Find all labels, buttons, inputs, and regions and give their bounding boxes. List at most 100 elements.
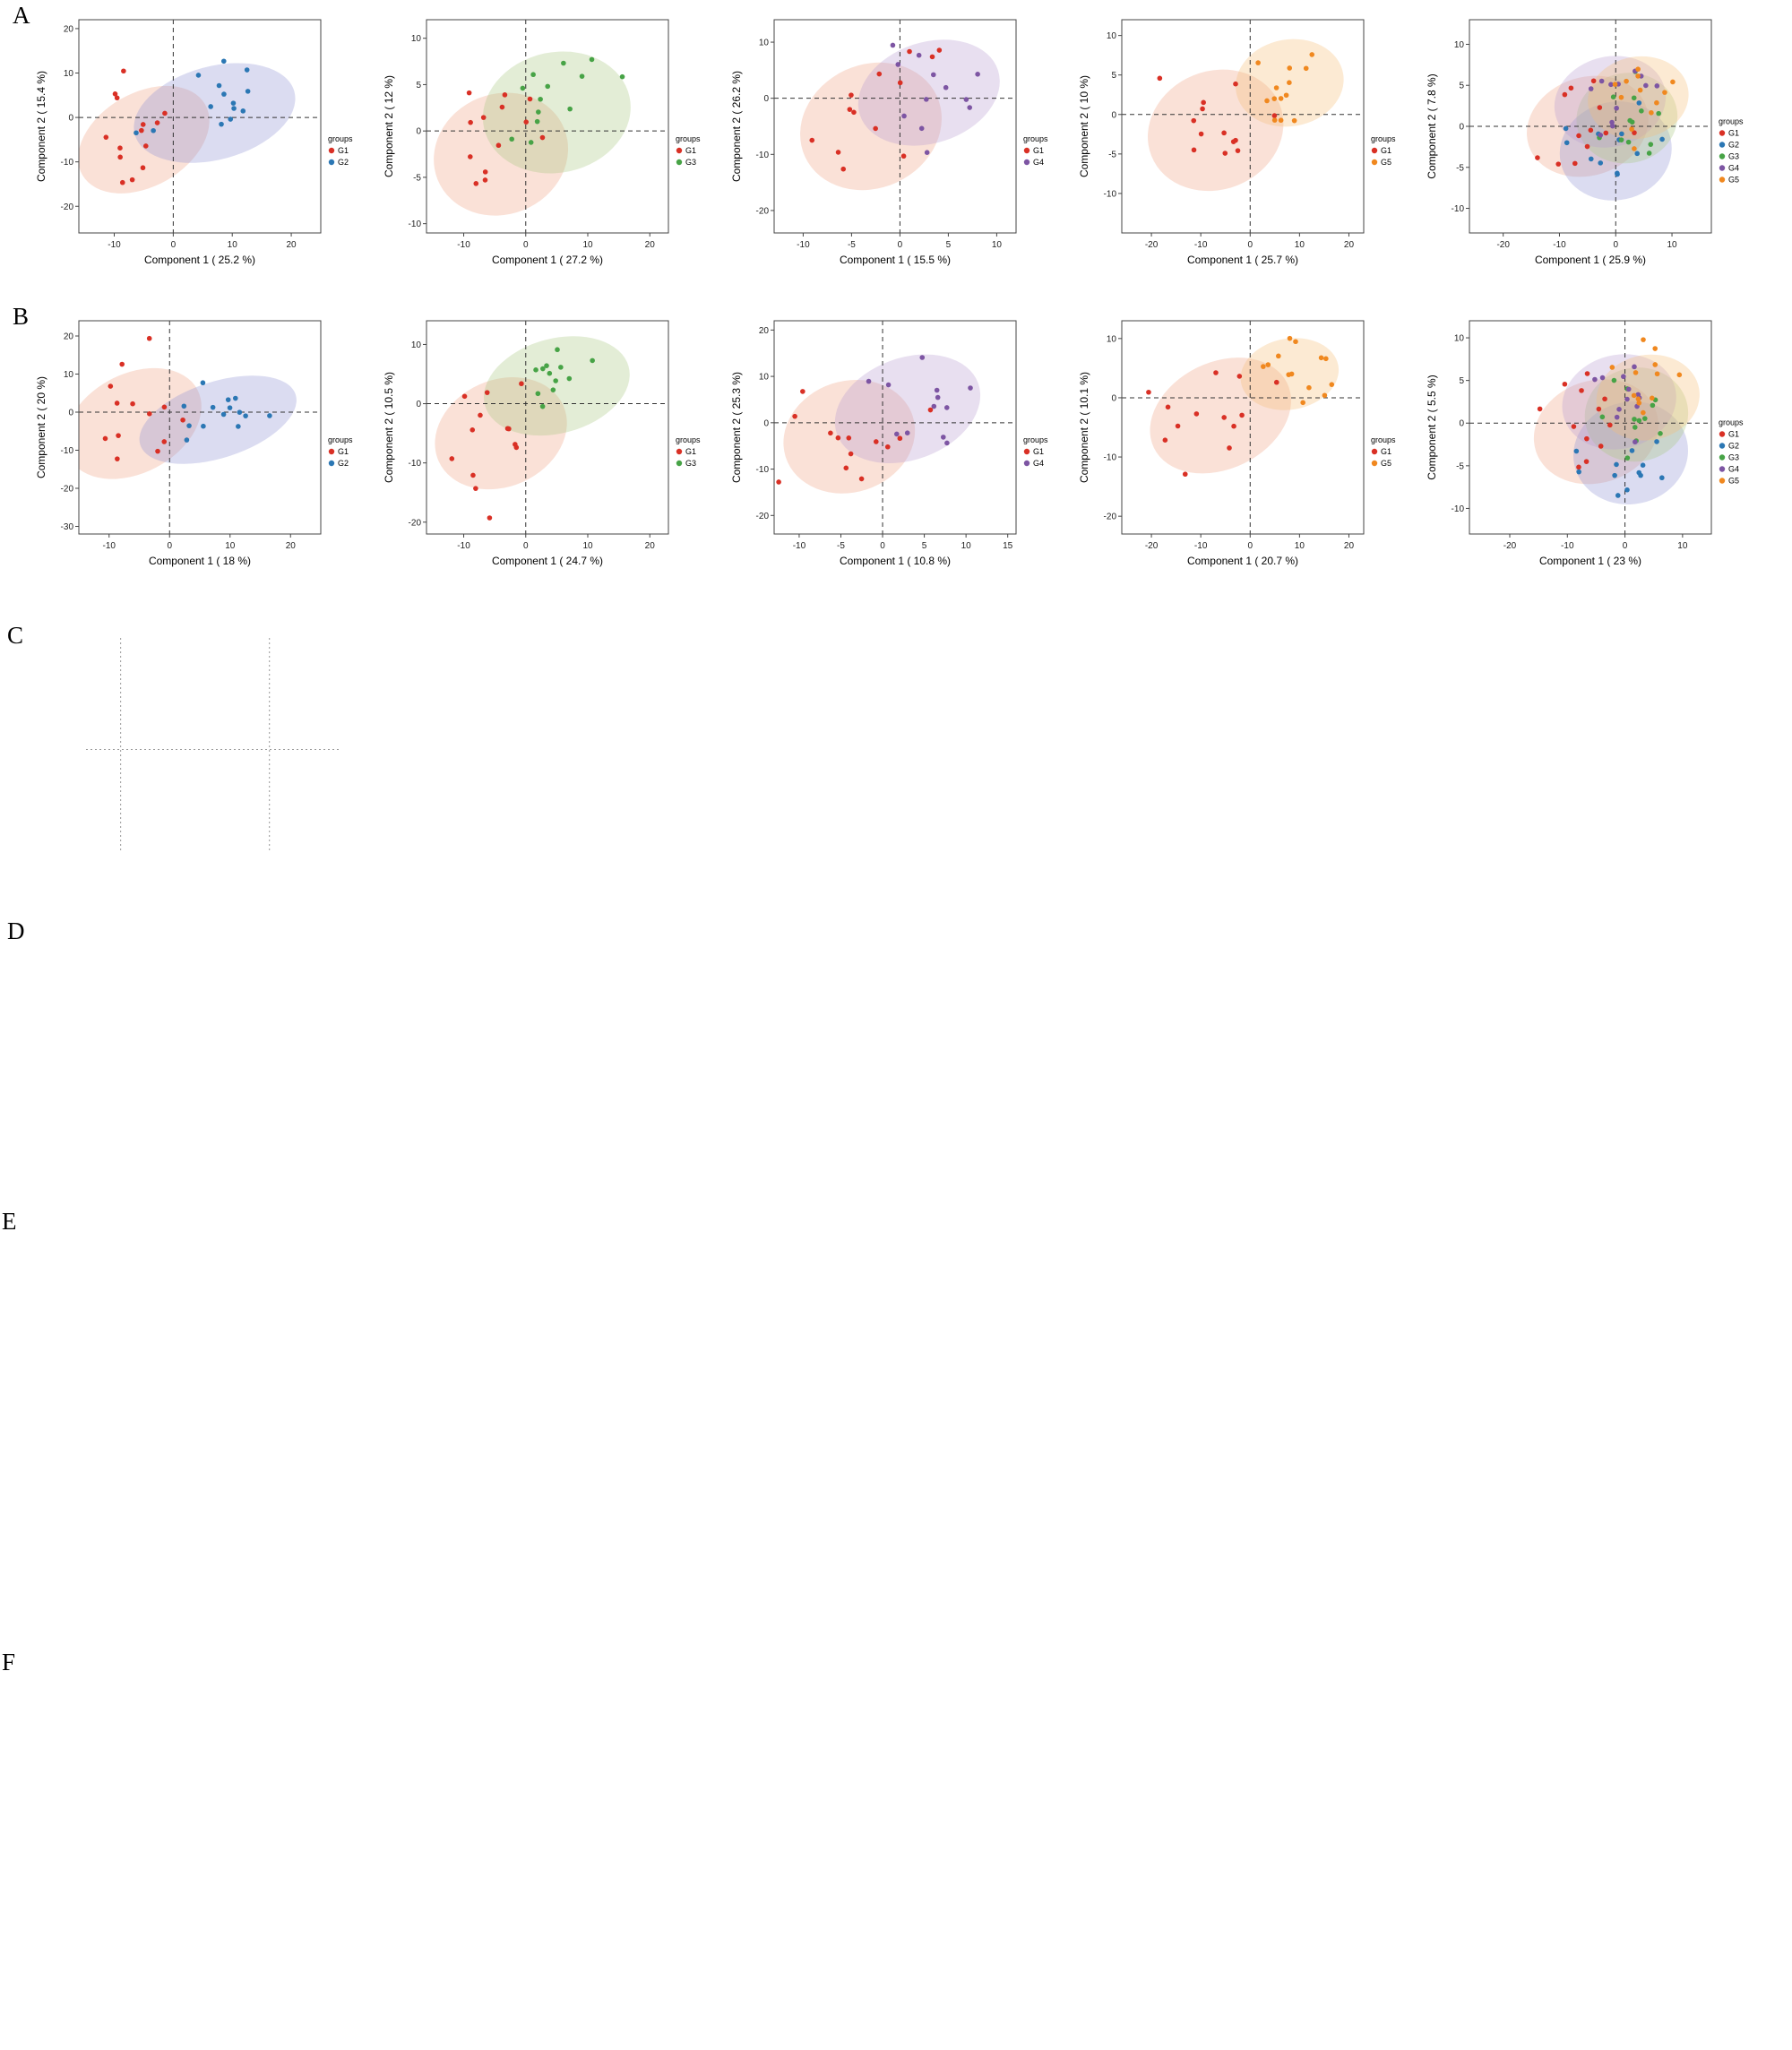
points-G5 — [1612, 66, 1676, 151]
x-tick-label: -10 — [797, 240, 810, 250]
x-tick-label: 10 — [1667, 240, 1677, 250]
y-axis-label: Component 2 ( 10 %) — [1078, 75, 1090, 177]
legend-dot — [1023, 460, 1030, 467]
y-tick-label: 0 — [1111, 393, 1116, 403]
points-G1 — [1535, 78, 1637, 167]
y-tick-label: 0 — [763, 94, 769, 104]
x-tick-label: 0 — [523, 541, 529, 551]
x-axis-label: Component 1 ( 24.7 %) — [492, 555, 603, 567]
points-G1 — [1537, 371, 1613, 470]
x-tick-label: -20 — [1145, 541, 1159, 551]
x-tick-label: 10 — [1295, 240, 1305, 250]
x-tick-label: 20 — [1344, 541, 1355, 551]
legend-title: groups — [676, 134, 701, 143]
y-tick-label: -10 — [756, 151, 770, 160]
group-ellipse-G1 — [800, 62, 942, 191]
y-tick-label: -20 — [756, 512, 770, 521]
x-tick-label: 0 — [171, 240, 177, 250]
legend-label: G3 — [1728, 152, 1739, 161]
legend-label: G2 — [338, 459, 349, 468]
x-tick-label: 5 — [946, 240, 952, 250]
y-tick-label: 0 — [763, 418, 769, 428]
y-tick-label: -10 — [409, 220, 422, 229]
points-G1 — [809, 47, 943, 172]
score-plot: -10 0 10 20 -20 -10 0 10 Component 1 ( 24.7 %) Co… — [383, 320, 701, 567]
y-tick-label: 10 — [64, 370, 74, 380]
legend-label: G1 — [1033, 146, 1044, 155]
group-ellipse-G3 — [482, 51, 631, 174]
legend-title: groups — [1371, 435, 1396, 444]
y-tick-label: 0 — [1459, 419, 1464, 429]
panel-border — [426, 320, 669, 535]
legend-dot — [676, 448, 683, 455]
legend-label: G4 — [1033, 158, 1044, 167]
score-plot-cell: -10 0 10 20 -30 -20 -10 0 10 20 Component 1 ( 18 %… — [32, 310, 380, 603]
points-G1 — [449, 381, 524, 521]
y-tick-label: -10 — [61, 158, 74, 168]
x-tick-label: 10 — [992, 240, 1003, 250]
group-ellipse-G3 — [1584, 367, 1689, 462]
y-tick-label: 0 — [416, 400, 421, 409]
plot-area — [426, 20, 668, 233]
legend-label: G1 — [338, 447, 349, 456]
score-plot-row-b: -10 0 10 20 -30 -20 -10 0 10 20 Component 1 ( 18 %… — [32, 310, 1770, 603]
legend-dot — [1719, 466, 1726, 472]
score-plot-cell: -20 -10 0 10 20 -10 -5 0 5 10 Component 1 ( 25.7 %… — [1075, 9, 1423, 302]
plot-area — [774, 321, 1016, 534]
legend-label: G5 — [1381, 158, 1391, 167]
volcano-plot-cell — [27, 627, 403, 920]
group-ellipse-G5 — [1588, 56, 1689, 140]
points-G2 — [1573, 439, 1665, 498]
legend-label: G4 — [1728, 164, 1739, 173]
y-tick-label: -10 — [61, 446, 74, 456]
x-tick-label: 20 — [645, 541, 656, 551]
legend-dot — [1371, 448, 1378, 455]
legend-label: G1 — [1381, 146, 1391, 155]
group-ellipse-G1 — [1150, 357, 1291, 474]
x-tick-label: 10 — [1677, 541, 1688, 551]
score-plot-cell: -20 -10 0 10 20 -20 -10 0 10 Component 1 ( 20.7 %… — [1075, 310, 1423, 603]
x-tick-label: 10 — [961, 541, 972, 551]
legend-dot — [1371, 147, 1378, 154]
x-tick-label: 10 — [582, 240, 593, 250]
group-ellipse-G1 — [434, 92, 569, 216]
legend-label: G1 — [1728, 430, 1739, 439]
volcano-plot — [86, 638, 339, 853]
legend-label: G3 — [685, 459, 696, 468]
legend-label: G1 — [1728, 129, 1739, 138]
y-tick-label: 5 — [416, 81, 421, 90]
points-G3 — [1597, 69, 1661, 156]
legend-label: G5 — [1381, 459, 1391, 468]
y-tick-label: 0 — [68, 114, 73, 124]
y-tick-label: 5 — [1459, 82, 1464, 91]
legend-dot — [1719, 454, 1726, 461]
x-tick-label: 0 — [167, 541, 172, 551]
points-G1 — [776, 389, 934, 485]
legend-label: G1 — [1033, 447, 1044, 456]
score-plot: -10 0 10 20 -20 -10 0 10 20 Component 1 ( 25.2 %)… — [35, 19, 353, 266]
x-tick-label: -10 — [457, 240, 470, 250]
plot-area — [79, 20, 321, 233]
x-axis-label: Component 1 ( 15.5 %) — [840, 254, 951, 266]
plot-area — [774, 20, 1016, 233]
points-G1 — [102, 335, 185, 461]
score-plot-cell: -10 0 10 20 -20 -10 0 10 Component 1 ( 24.7 %) Co… — [380, 310, 728, 603]
y-tick-label: -20 — [409, 518, 422, 528]
y-tick-label: 10 — [1107, 334, 1117, 344]
score-plot: -20 -10 0 10 20 -10 -5 0 5 10 Component 1 ( 25.7 %… — [1078, 19, 1396, 266]
points-G2 — [134, 58, 251, 136]
plot-area — [79, 321, 321, 534]
x-tick-label: -10 — [1194, 240, 1208, 250]
legend-dot — [676, 159, 683, 166]
y-tick-label: 0 — [1111, 110, 1116, 120]
panel-label-b: B — [13, 303, 30, 330]
x-axis-label: Component 1 ( 23 %) — [1539, 555, 1641, 567]
y-tick-label: -20 — [61, 485, 74, 495]
points-G3 — [509, 56, 625, 145]
legend-title: groups — [1719, 418, 1744, 427]
y-tick-label: 10 — [1454, 334, 1465, 344]
group-ellipse-G4 — [1562, 354, 1676, 450]
score-plot: -10 -5 0 5 10 -20 -10 0 10 Component 1 ( 15.5 %) C… — [730, 19, 1048, 266]
legend-label: G2 — [1728, 442, 1739, 451]
y-tick-label: -20 — [1104, 512, 1117, 522]
